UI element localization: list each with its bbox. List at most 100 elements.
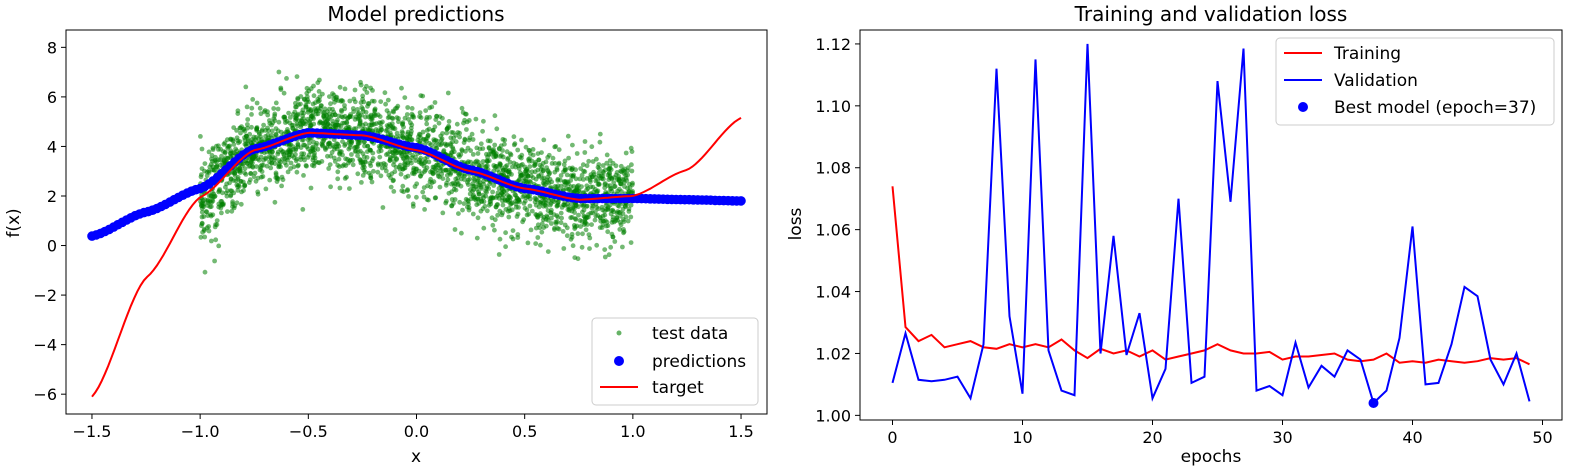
test-data-point xyxy=(198,234,204,240)
test-data-point xyxy=(617,227,623,232)
test-data-point xyxy=(530,152,536,158)
test-data-point xyxy=(295,111,301,117)
test-data-point xyxy=(537,200,543,205)
test-data-point xyxy=(424,127,430,133)
test-data-point xyxy=(360,161,366,167)
test-data-point xyxy=(317,119,323,125)
test-data-point xyxy=(300,207,306,212)
test-data-point xyxy=(219,210,224,216)
test-data-point xyxy=(252,170,258,176)
test-data-point xyxy=(449,203,455,209)
test-data-point xyxy=(578,166,584,172)
chart0-xtick-label: 1.5 xyxy=(728,422,753,441)
test-data-point xyxy=(280,149,286,154)
test-data-point xyxy=(375,169,381,175)
test-data-point xyxy=(269,128,275,134)
test-data-point xyxy=(587,246,592,252)
test-data-point xyxy=(526,211,532,217)
test-data-point xyxy=(582,219,588,224)
test-data-point xyxy=(242,141,248,147)
test-data-point xyxy=(472,195,478,200)
test-data-point xyxy=(317,77,322,83)
test-data-point xyxy=(618,181,624,187)
test-data-point xyxy=(386,110,392,116)
test-data-point xyxy=(263,127,268,133)
test-data-point xyxy=(554,219,560,225)
test-data-point xyxy=(364,83,369,89)
test-data-point xyxy=(202,234,208,240)
test-data-point xyxy=(422,207,427,212)
test-data-point xyxy=(549,161,555,166)
test-data-point xyxy=(629,149,635,155)
test-data-point xyxy=(304,90,310,96)
test-data-point xyxy=(327,111,333,117)
test-data-point xyxy=(214,163,220,169)
test-data-point xyxy=(523,144,529,150)
test-data-point xyxy=(462,173,467,179)
test-data-point xyxy=(513,198,518,204)
test-data-point xyxy=(545,249,551,255)
test-data-point xyxy=(615,188,620,194)
test-data-point xyxy=(266,154,272,160)
test-data-point xyxy=(298,145,304,151)
test-data-point xyxy=(572,255,578,260)
test-data-point xyxy=(508,202,513,207)
test-data-point xyxy=(601,218,606,224)
test-data-point xyxy=(235,108,241,114)
test-data-point xyxy=(298,124,304,130)
test-data-point xyxy=(494,126,500,132)
test-data-point xyxy=(507,194,512,200)
test-data-point xyxy=(221,157,227,163)
test-data-point xyxy=(351,109,357,114)
test-data-point xyxy=(223,184,228,190)
test-data-point xyxy=(369,122,374,128)
test-data-point xyxy=(451,135,456,141)
test-data-point xyxy=(382,90,388,96)
test-data-point xyxy=(263,186,269,192)
test-data-point xyxy=(573,217,579,222)
test-data-point xyxy=(264,163,270,169)
test-data-point xyxy=(409,160,414,166)
chart0-legend: test data predictions target xyxy=(591,317,759,406)
test-data-point xyxy=(319,159,325,164)
test-data-point xyxy=(257,105,263,111)
test-data-point xyxy=(265,112,271,118)
chart-model-predictions: Model predictions x f(x) −1.5 −1.0 −0.5 0.0… xyxy=(4,2,768,467)
test-data-point xyxy=(457,130,462,136)
test-data-point xyxy=(427,179,433,185)
test-data-point xyxy=(606,166,612,172)
test-data-point xyxy=(375,112,381,118)
test-data-point xyxy=(315,146,321,152)
test-data-point xyxy=(408,120,413,126)
test-data-point xyxy=(448,170,454,176)
test-data-point xyxy=(343,141,348,147)
test-data-point xyxy=(562,182,568,188)
test-data-point xyxy=(301,173,306,178)
test-data-point xyxy=(210,194,216,200)
test-data-point xyxy=(554,213,560,219)
legend-label-predictions: predictions xyxy=(652,352,746,372)
test-data-point xyxy=(622,184,627,190)
test-data-point xyxy=(209,238,214,244)
test-data-point xyxy=(339,149,344,155)
test-data-point xyxy=(356,123,362,129)
test-data-point xyxy=(261,109,267,115)
test-data-point xyxy=(489,215,495,221)
test-data-point xyxy=(303,104,309,109)
chart1-ytick-label: 1.06 xyxy=(815,221,851,240)
test-data-point xyxy=(355,171,361,177)
test-data-point xyxy=(475,178,481,184)
test-data-point xyxy=(503,244,508,250)
test-data-point xyxy=(214,222,220,228)
test-data-point xyxy=(483,164,489,170)
chart1-ticks: 0 10 20 30 40 50 1.00 1.02 1.04 1.06 1.08 1.10 1.12 xyxy=(815,35,1552,447)
chart1-xlabel: epochs xyxy=(1181,447,1242,467)
test-data-point xyxy=(620,244,625,250)
legend-marker-test-data xyxy=(616,330,622,336)
test-data-point xyxy=(579,202,585,207)
test-data-point xyxy=(567,187,572,193)
test-data-point xyxy=(204,173,210,179)
test-data-point xyxy=(216,201,222,207)
test-data-point xyxy=(437,184,443,190)
test-data-point xyxy=(602,212,608,218)
